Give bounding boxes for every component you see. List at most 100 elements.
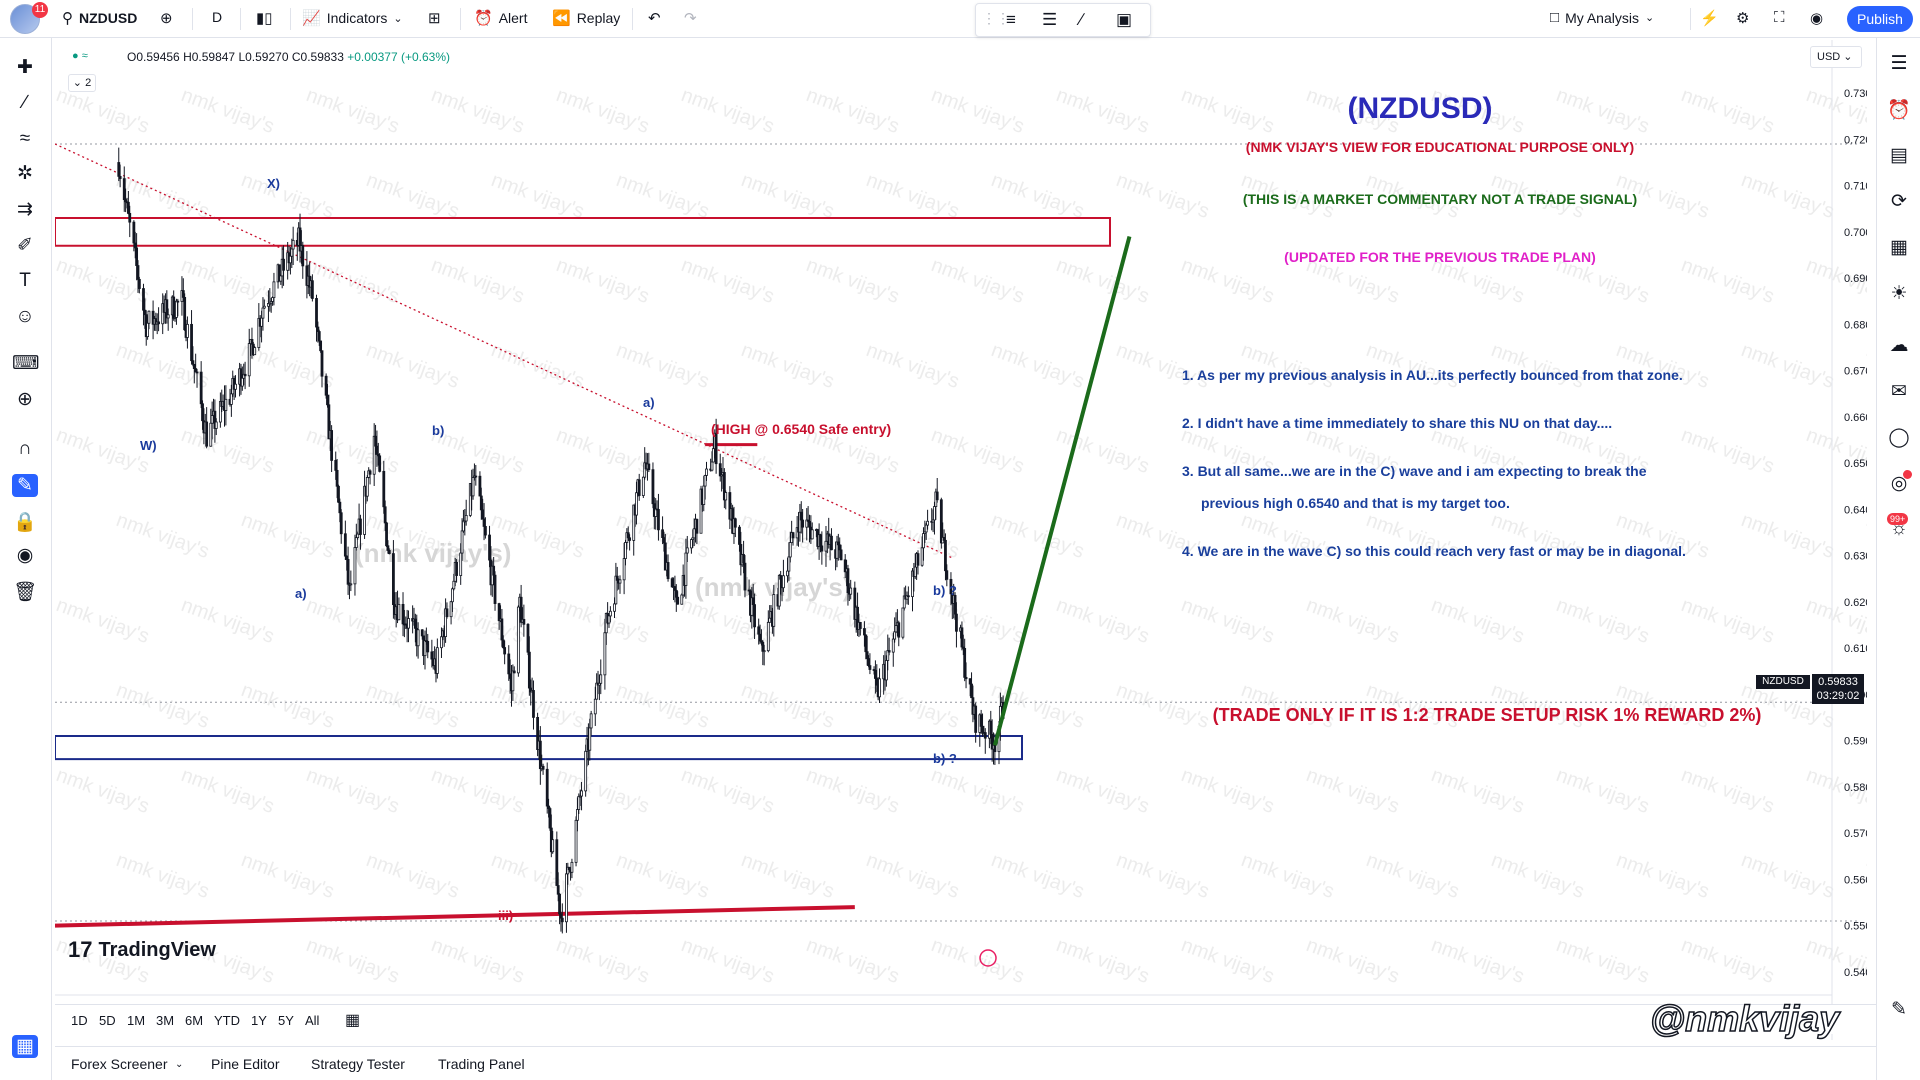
text-tool-icon[interactable]: T — [19, 270, 31, 291]
tab-strategy-tester[interactable]: Strategy Tester — [311, 1056, 405, 1072]
price-tick-label: 0.65000 — [1844, 458, 1867, 470]
candle-body — [214, 421, 218, 429]
indicators-button[interactable]: 📈 Indicators ⌄ — [302, 9, 403, 27]
candle-body — [243, 373, 247, 377]
trendline-icon[interactable]: ∕ — [23, 92, 27, 113]
help-icon[interactable]: ◎ — [1890, 473, 1908, 494]
candles-icon: ▮▯ — [256, 10, 273, 27]
lock-icon[interactable]: 🔒 — [13, 512, 37, 533]
stay-in-drawing-mode-icon[interactable]: ✎ — [12, 474, 38, 497]
candle-body — [690, 539, 693, 549]
undo-button[interactable]: ↶ — [648, 9, 661, 27]
range-1y[interactable]: 1Y — [251, 1013, 267, 1028]
range-all[interactable]: All — [305, 1013, 320, 1028]
currency-selector[interactable]: USD ⌄ — [1810, 46, 1862, 68]
range-5d[interactable]: 5D — [99, 1013, 116, 1028]
tab-forex-screener[interactable]: Forex Screener — [71, 1056, 168, 1072]
replay-button[interactable]: ⏪ Replay — [552, 9, 620, 27]
fib-tool-icon[interactable]: ≡ — [1006, 10, 1016, 29]
alert-button[interactable]: ⏰ Alert — [474, 9, 527, 27]
tv-logo-icon: 17 — [68, 937, 93, 962]
object-tree-icon[interactable]: ▦ — [12, 1035, 38, 1058]
publish-button[interactable]: Publish — [1847, 6, 1913, 32]
crosshair-icon[interactable]: ✚ — [17, 57, 33, 78]
chevron-down-icon[interactable]: ⌄ — [175, 1059, 184, 1070]
candle-body — [710, 461, 714, 471]
watermark-tile: nmk vijay's — [1553, 764, 1652, 818]
legend-collapse-button[interactable]: ⌄ 2 — [68, 74, 96, 92]
symbol-price-tag: NZDUSD — [1756, 675, 1810, 689]
candle-body — [462, 520, 465, 532]
quick-search-button[interactable]: ⚡ — [1700, 9, 1719, 27]
compare-button[interactable]: ⊕ — [160, 9, 173, 27]
tab-trading-panel[interactable]: Trading Panel — [438, 1056, 525, 1072]
streams-icon[interactable]: ☁ — [1889, 335, 1909, 356]
fullscreen-button[interactable]: ⛶ — [1774, 9, 1785, 26]
range-1m[interactable]: 1M — [127, 1013, 146, 1028]
chats-icon[interactable]: ✉ — [1891, 381, 1907, 402]
left-drawing-toolbar: ✚ ∕ ≈ ✲ ⇉ ✐ T ☺ ⌨ ⊕ ∩ ✎ 🔒 ◉ 🗑 ▦ — [0, 38, 52, 1080]
range-1d[interactable]: 1D — [71, 1013, 88, 1028]
watermark-tile: nmk vijay's — [1113, 679, 1212, 733]
trash-icon[interactable]: 🗑 — [12, 582, 38, 603]
hotlists-icon[interactable]: ⟳ — [1891, 191, 1907, 212]
calendar-icon[interactable]: ▦ — [1890, 237, 1908, 258]
candle-body — [657, 509, 660, 531]
snapshot-button[interactable]: ◉ — [1810, 9, 1823, 27]
trendline-tool-icon[interactable]: ∕ — [1080, 10, 1083, 29]
watermark-tile: nmk vijay's — [1178, 764, 1277, 818]
ruler-icon[interactable]: ⌨ — [12, 353, 40, 374]
zoom-in-icon[interactable]: ⊕ — [17, 389, 33, 410]
lines-tool-icon[interactable]: ☰ — [1042, 10, 1058, 29]
candle-body — [497, 603, 501, 622]
drawing-tool-icon[interactable]: ✎ — [1891, 999, 1907, 1020]
candle-body — [464, 515, 468, 522]
ideas-icon[interactable]: ☀ — [1890, 283, 1908, 304]
watchlist-icon[interactable]: ☰ — [1890, 53, 1908, 74]
notifications-lightbulb-icon[interactable]: ◯ — [1888, 427, 1910, 448]
watermark-tile: nmk vijay's — [553, 84, 652, 138]
alerts-clock-icon[interactable]: ⏰ — [1887, 100, 1911, 121]
watermark-tile: nmk vijay's — [178, 594, 277, 648]
fib-retracement-icon[interactable]: ≈ — [19, 128, 31, 149]
brush-icon[interactable]: ✐ — [17, 235, 33, 256]
pattern-icon[interactable]: ✲ — [17, 163, 33, 184]
watermark-tile: nmk vijay's — [238, 169, 337, 223]
watermark-tile: nmk vijay's — [928, 84, 1027, 138]
chart-type-button[interactable]: ▮▯ — [256, 9, 273, 27]
watermark-tile: nmk vijay's — [613, 849, 712, 903]
candle-body — [758, 633, 762, 642]
candle-body — [253, 347, 257, 356]
drag-handle-icon[interactable]: ⋮⋮ — [982, 10, 1010, 26]
range-3m[interactable]: 3M — [156, 1013, 175, 1028]
rectangle-tool-icon[interactable]: ▣ — [1116, 10, 1133, 29]
tab-pine-editor[interactable]: Pine Editor — [211, 1056, 280, 1072]
range-ytd[interactable]: YTD — [214, 1013, 240, 1028]
candle-body — [839, 549, 843, 561]
eye-icon[interactable]: ◉ — [16, 545, 34, 566]
data-window-icon[interactable]: ▤ — [1890, 145, 1908, 166]
candle-body — [117, 162, 121, 177]
interval-button[interactable]: D — [212, 9, 222, 25]
candle-body — [548, 808, 552, 829]
forecasting-icon[interactable]: ⇉ — [17, 199, 33, 220]
candle-body — [673, 586, 677, 591]
layout-menu-button[interactable]: □ My Analysis ⌄ — [1550, 9, 1654, 26]
candle-body — [247, 343, 251, 377]
symbol-search-button[interactable]: ⚲ NZDUSD — [62, 9, 137, 27]
price-chart[interactable]: nmk vijay's nmk vijay's nmk vijay's nmk vij… — [55, 40, 1867, 1040]
range-5y[interactable]: 5Y — [278, 1013, 294, 1028]
layout-templates-button[interactable]: ⊞ — [428, 9, 441, 27]
range-6m[interactable]: 6M — [185, 1013, 204, 1028]
redo-button[interactable]: ↷ — [684, 9, 697, 27]
candle-body — [209, 422, 213, 447]
goto-date-icon[interactable]: ▦ — [345, 1012, 361, 1029]
watermark-tile: nmk vijay's — [863, 169, 962, 223]
price-tick-label: 0.72000 — [1844, 134, 1867, 146]
ohlc-legend: O0.59456 H0.59847 L0.59270 C0.59833 +0.0… — [127, 50, 450, 64]
magnet-icon[interactable]: ∩ — [18, 438, 32, 459]
settings-button[interactable]: ⚙ — [1736, 9, 1749, 27]
candle-body — [593, 698, 597, 715]
emoji-icon[interactable]: ☺ — [15, 306, 35, 327]
watermark-tile: nmk vijay's — [238, 679, 337, 733]
